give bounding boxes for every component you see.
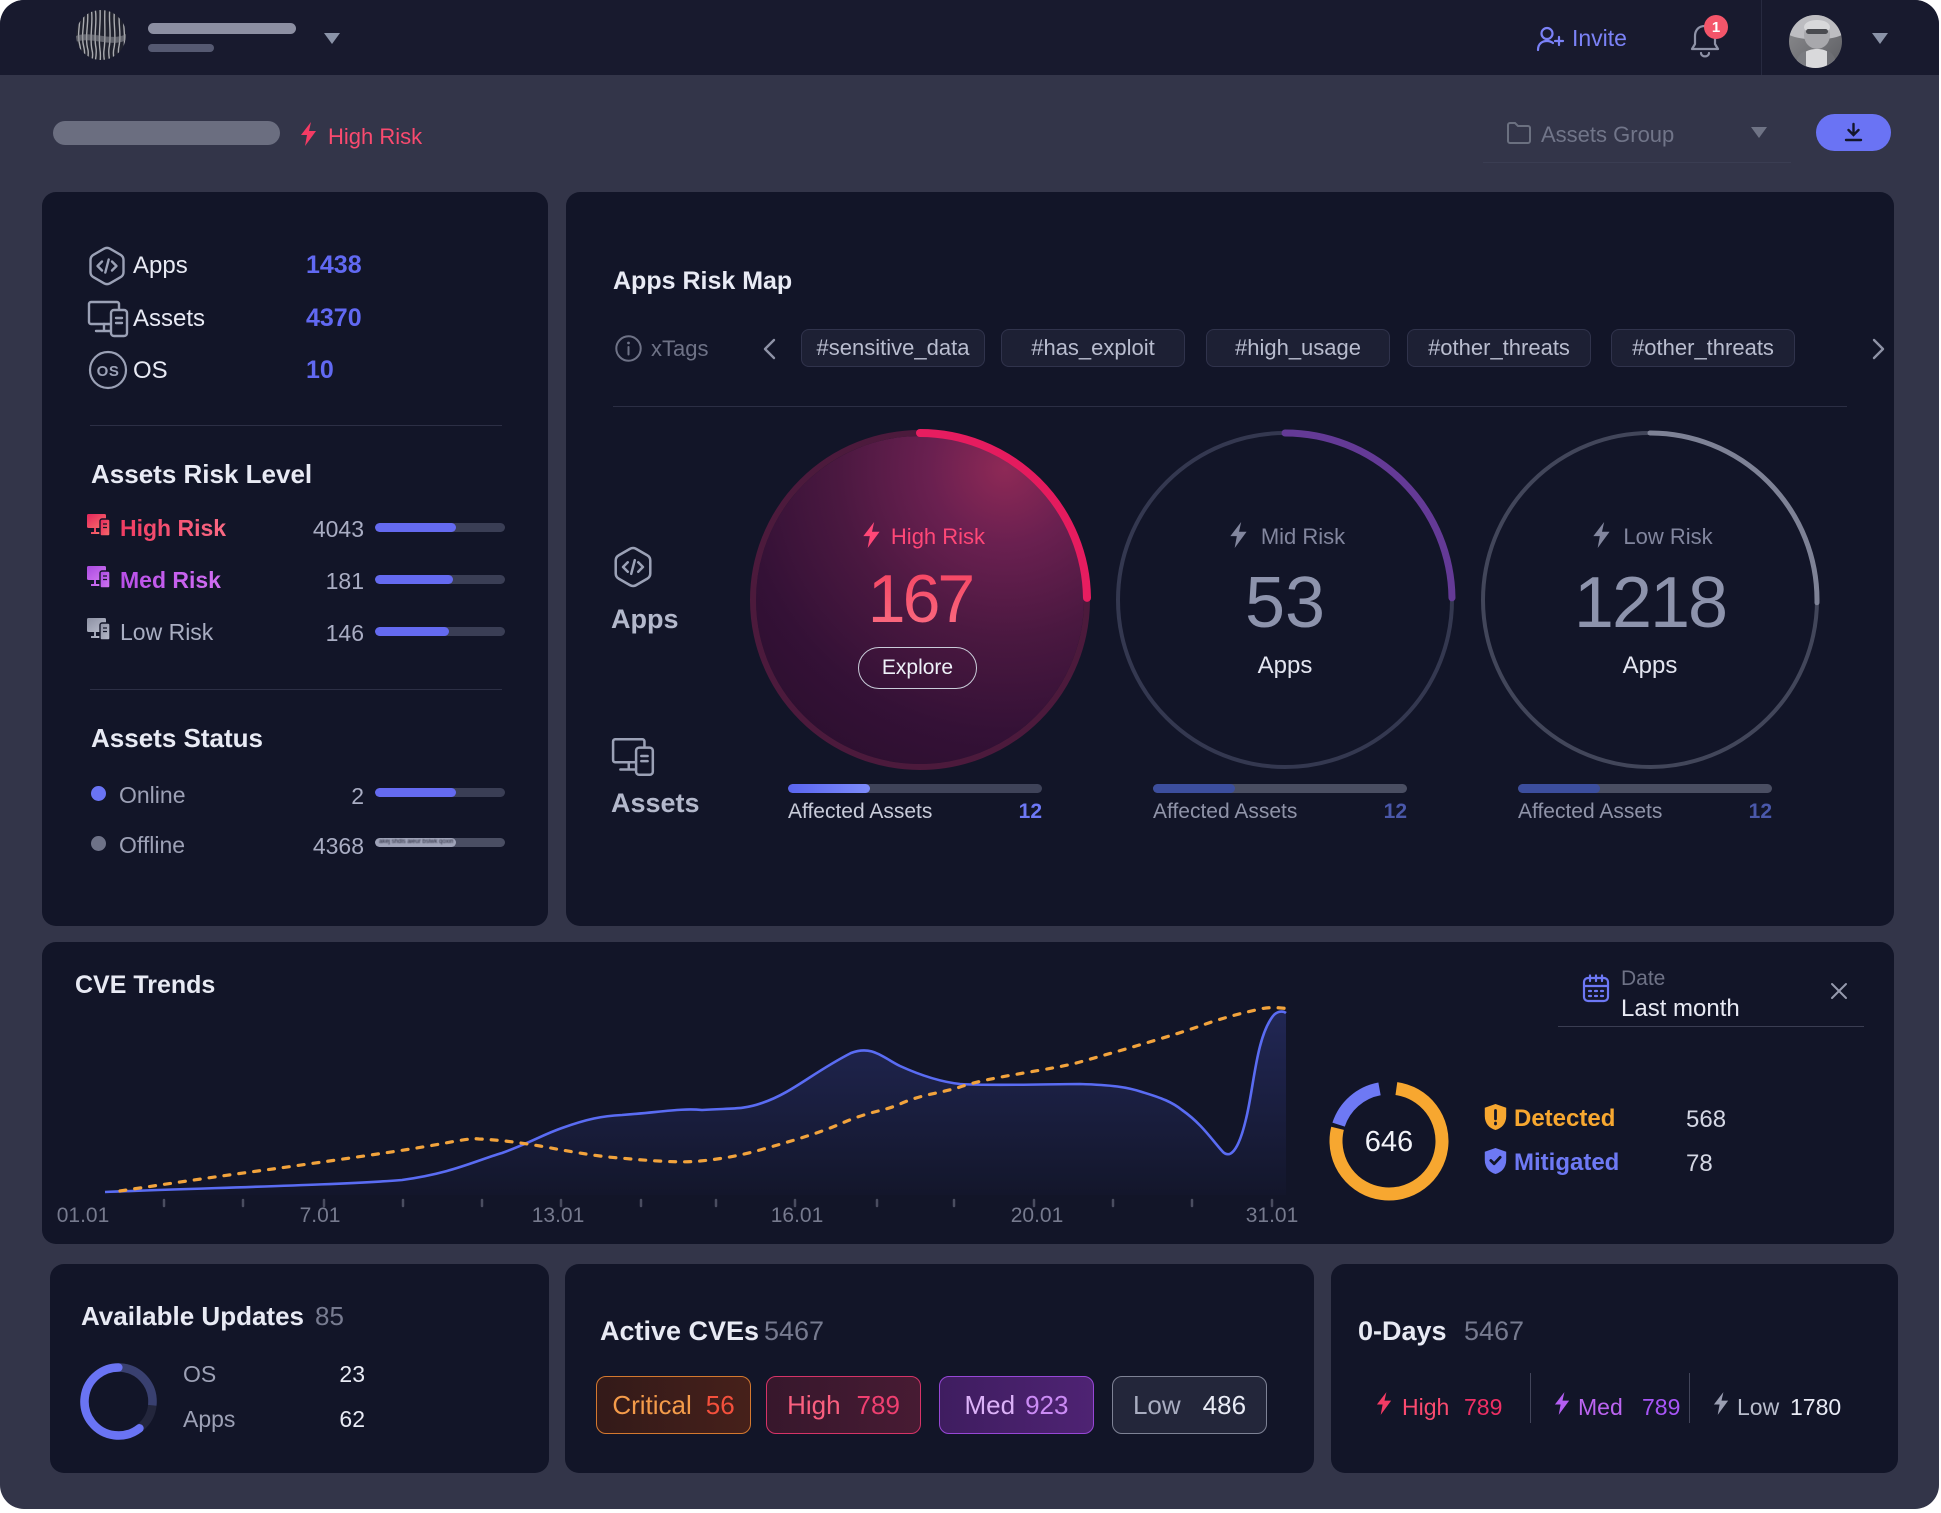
- svg-text:OS: OS: [97, 363, 120, 380]
